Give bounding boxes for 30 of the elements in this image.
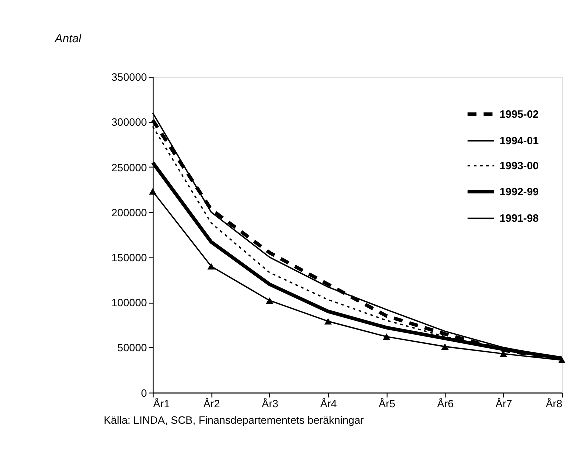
x-tick-label: År6	[437, 397, 454, 410]
y-tick-label: 350000	[112, 72, 148, 84]
y-tick-label: 150000	[112, 252, 148, 264]
x-tick-label: År2	[204, 397, 220, 410]
x-tick-label: År3	[262, 397, 279, 410]
point	[441, 344, 449, 350]
x-tick-label: År1	[153, 397, 170, 410]
point	[266, 298, 274, 304]
x-tick-label: År4	[320, 397, 338, 410]
point	[324, 318, 332, 325]
y-tick-label: 250000	[112, 162, 148, 174]
y-tick-label: 300000	[112, 117, 148, 130]
legend-label: 1992-99	[500, 186, 540, 198]
y-tick-label: 200000	[112, 207, 148, 220]
text: Källa: LINDA, SCB, Finansdepartementets beräkningar	[104, 414, 365, 427]
point	[558, 357, 566, 364]
point	[208, 263, 216, 270]
y-tick-label: 100000	[112, 298, 148, 310]
x-tick-label: År5	[378, 397, 396, 410]
legend-label: 1995-02	[500, 108, 540, 121]
x-tick-label: År8	[546, 397, 563, 410]
legend-label: 1993-00	[500, 160, 540, 173]
y-tick-label: 50000	[118, 342, 148, 355]
x-tick-label: År7	[496, 397, 512, 410]
point	[149, 188, 157, 195]
legend-label: 1994-01	[500, 136, 540, 148]
text: Antal	[54, 33, 82, 46]
point	[383, 334, 390, 340]
y-tick-label: 0	[141, 388, 148, 400]
legend-label: 1991-98	[500, 213, 540, 226]
